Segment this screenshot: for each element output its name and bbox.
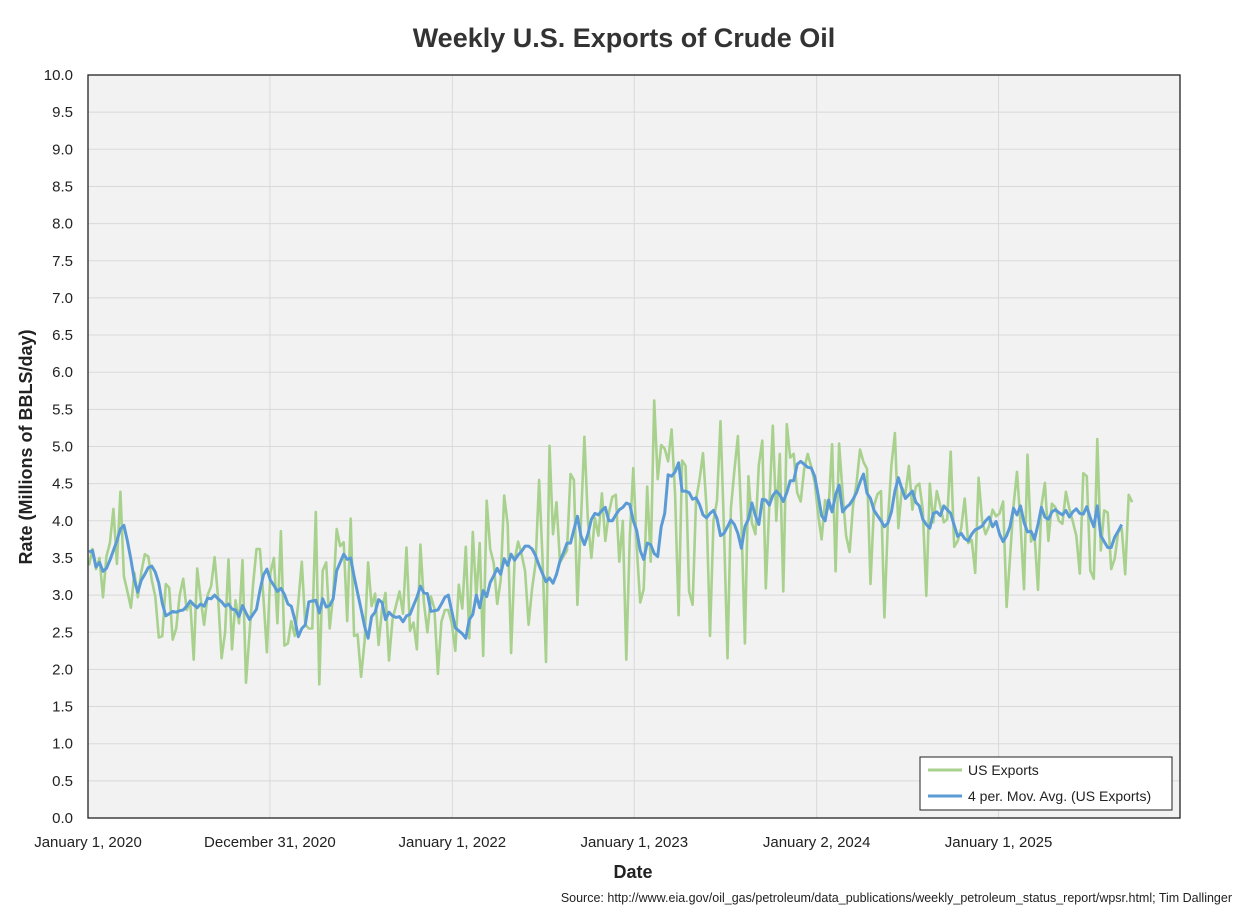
- x-tick-label: December 31, 2020: [204, 834, 336, 851]
- y-tick-label: 8.0: [52, 216, 73, 233]
- y-tick-label: 2.5: [52, 624, 73, 641]
- y-tick-label: 6.0: [52, 364, 73, 381]
- x-axis-tick-labels: January 1, 2020 December 31, 2020 January …: [34, 834, 1052, 851]
- y-axis-tick-labels: 0.0 0.5 1.0 1.5 2.0 2.5 3.0 3.5 4.0 4.5 5.0 5.5 6.0 6…: [44, 67, 73, 827]
- legend-box: [919, 756, 1173, 811]
- y-tick-label: 1.5: [52, 699, 73, 716]
- x-axis-title: Date: [613, 862, 652, 882]
- y-tick-label: 1.0: [52, 736, 73, 753]
- y-tick-label: 4.5: [52, 476, 73, 493]
- x-tick-label: January 1, 2022: [399, 834, 507, 851]
- vertical-gridlines: [269, 75, 1000, 818]
- series-layer: [87, 399, 1134, 686]
- plot-border: [87, 74, 1181, 819]
- y-tick-label: 8.5: [52, 178, 73, 195]
- legend-label-moving-average: 4 per. Mov. Avg. (US Exports): [968, 788, 1151, 804]
- y-tick-label: 4.0: [52, 513, 73, 530]
- y-tick-label: 7.5: [52, 253, 73, 270]
- y-tick-label: 9.5: [52, 104, 73, 121]
- legend-label-us-exports: US Exports: [968, 762, 1039, 778]
- series-line-moving-average: [88, 459, 1124, 640]
- source-note: Source: http://www.eia.gov/oil_gas/petro…: [561, 891, 1232, 905]
- y-tick-label: 6.5: [52, 327, 73, 344]
- y-tick-label: 0.0: [52, 810, 73, 827]
- y-tick-label: 2.0: [52, 661, 73, 678]
- y-tick-label: 5.0: [52, 439, 73, 456]
- x-tick-label: January 2, 2024: [763, 834, 871, 851]
- chart-title: Weekly U.S. Exports of Crude Oil: [413, 23, 836, 53]
- x-tick-label: January 1, 2025: [945, 834, 1053, 851]
- x-tick-label: January 1, 2023: [580, 834, 688, 851]
- y-tick-label: 7.0: [52, 290, 73, 307]
- x-tick-label: January 1, 2020: [34, 834, 142, 851]
- y-tick-label: 3.5: [52, 550, 73, 567]
- y-tick-label: 9.0: [52, 141, 73, 158]
- y-tick-label: 5.5: [52, 401, 73, 418]
- y-tick-label: 3.0: [52, 587, 73, 604]
- y-tick-label: 10.0: [44, 67, 73, 84]
- y-tick-label: 0.5: [52, 773, 73, 790]
- y-axis-title: Rate (Millions of BBLS/day): [16, 329, 36, 564]
- series-line-us-exports: [87, 399, 1134, 686]
- legend: US Exports 4 per. Mov. Avg. (US Exports): [919, 756, 1173, 811]
